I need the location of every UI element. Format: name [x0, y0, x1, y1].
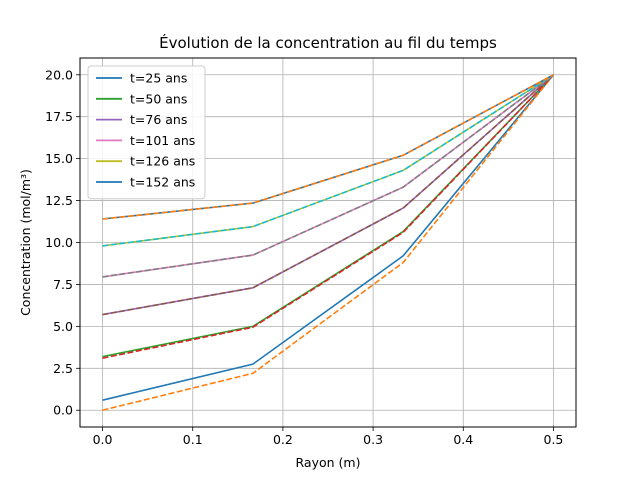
y-tick-label: 20.0 [45, 67, 73, 82]
legend-entry-label: t=76 ans [130, 112, 187, 127]
legend-entry-label: t=152 ans [130, 175, 195, 190]
y-axis-ticks: 0.0 2.5 5.0 7.5 10.0 12.5 15.0 17.5 20.0 [45, 67, 80, 418]
grid-lines [80, 58, 576, 427]
y-tick-label: 5.0 [53, 319, 73, 334]
y-tick-label: 0.0 [53, 403, 73, 418]
y-tick-label: 12.5 [45, 193, 73, 208]
series-line-10 [102, 74, 554, 247]
legend-entry-label: t=25 ans [130, 71, 187, 86]
x-axis-ticks: 0.0 0.1 0.2 0.3 0.4 0.5 [93, 427, 564, 447]
y-axis-label: Concentration (mol/m³) [18, 169, 33, 316]
series-line-8 [102, 74, 554, 278]
series-line-1 [102, 74, 555, 401]
legend-entry-label: t=126 ans [130, 154, 195, 169]
y-tick-label: 10.0 [45, 235, 73, 250]
legend-entry-label: t=101 ans [130, 133, 195, 148]
series-line-2 [102, 74, 555, 411]
x-tick-label: 0.5 [544, 432, 564, 447]
series-line-4 [102, 74, 555, 359]
x-tick-label: 0.1 [183, 432, 203, 447]
legend: t=25 ans t=50 ans t=76 ans t=101 ans t=126 a… [87, 65, 206, 200]
y-tick-label: 7.5 [53, 277, 73, 292]
x-tick-label: 0.4 [453, 432, 473, 447]
plot-area [102, 74, 555, 411]
x-axis-label: Rayon (m) [296, 455, 361, 470]
x-tick-label: 0.0 [93, 432, 113, 447]
legend-entry-label: t=50 ans [130, 91, 187, 106]
series-line-5 [102, 74, 555, 316]
series-line-12 [102, 74, 554, 220]
y-tick-label: 15.0 [45, 151, 73, 166]
x-tick-label: 0.3 [363, 432, 383, 447]
chart-title: Évolution de la concentration au fil du … [159, 33, 497, 52]
x-tick-label: 0.2 [273, 432, 293, 447]
y-tick-label: 17.5 [45, 109, 73, 124]
y-tick-label: 2.5 [53, 361, 73, 376]
